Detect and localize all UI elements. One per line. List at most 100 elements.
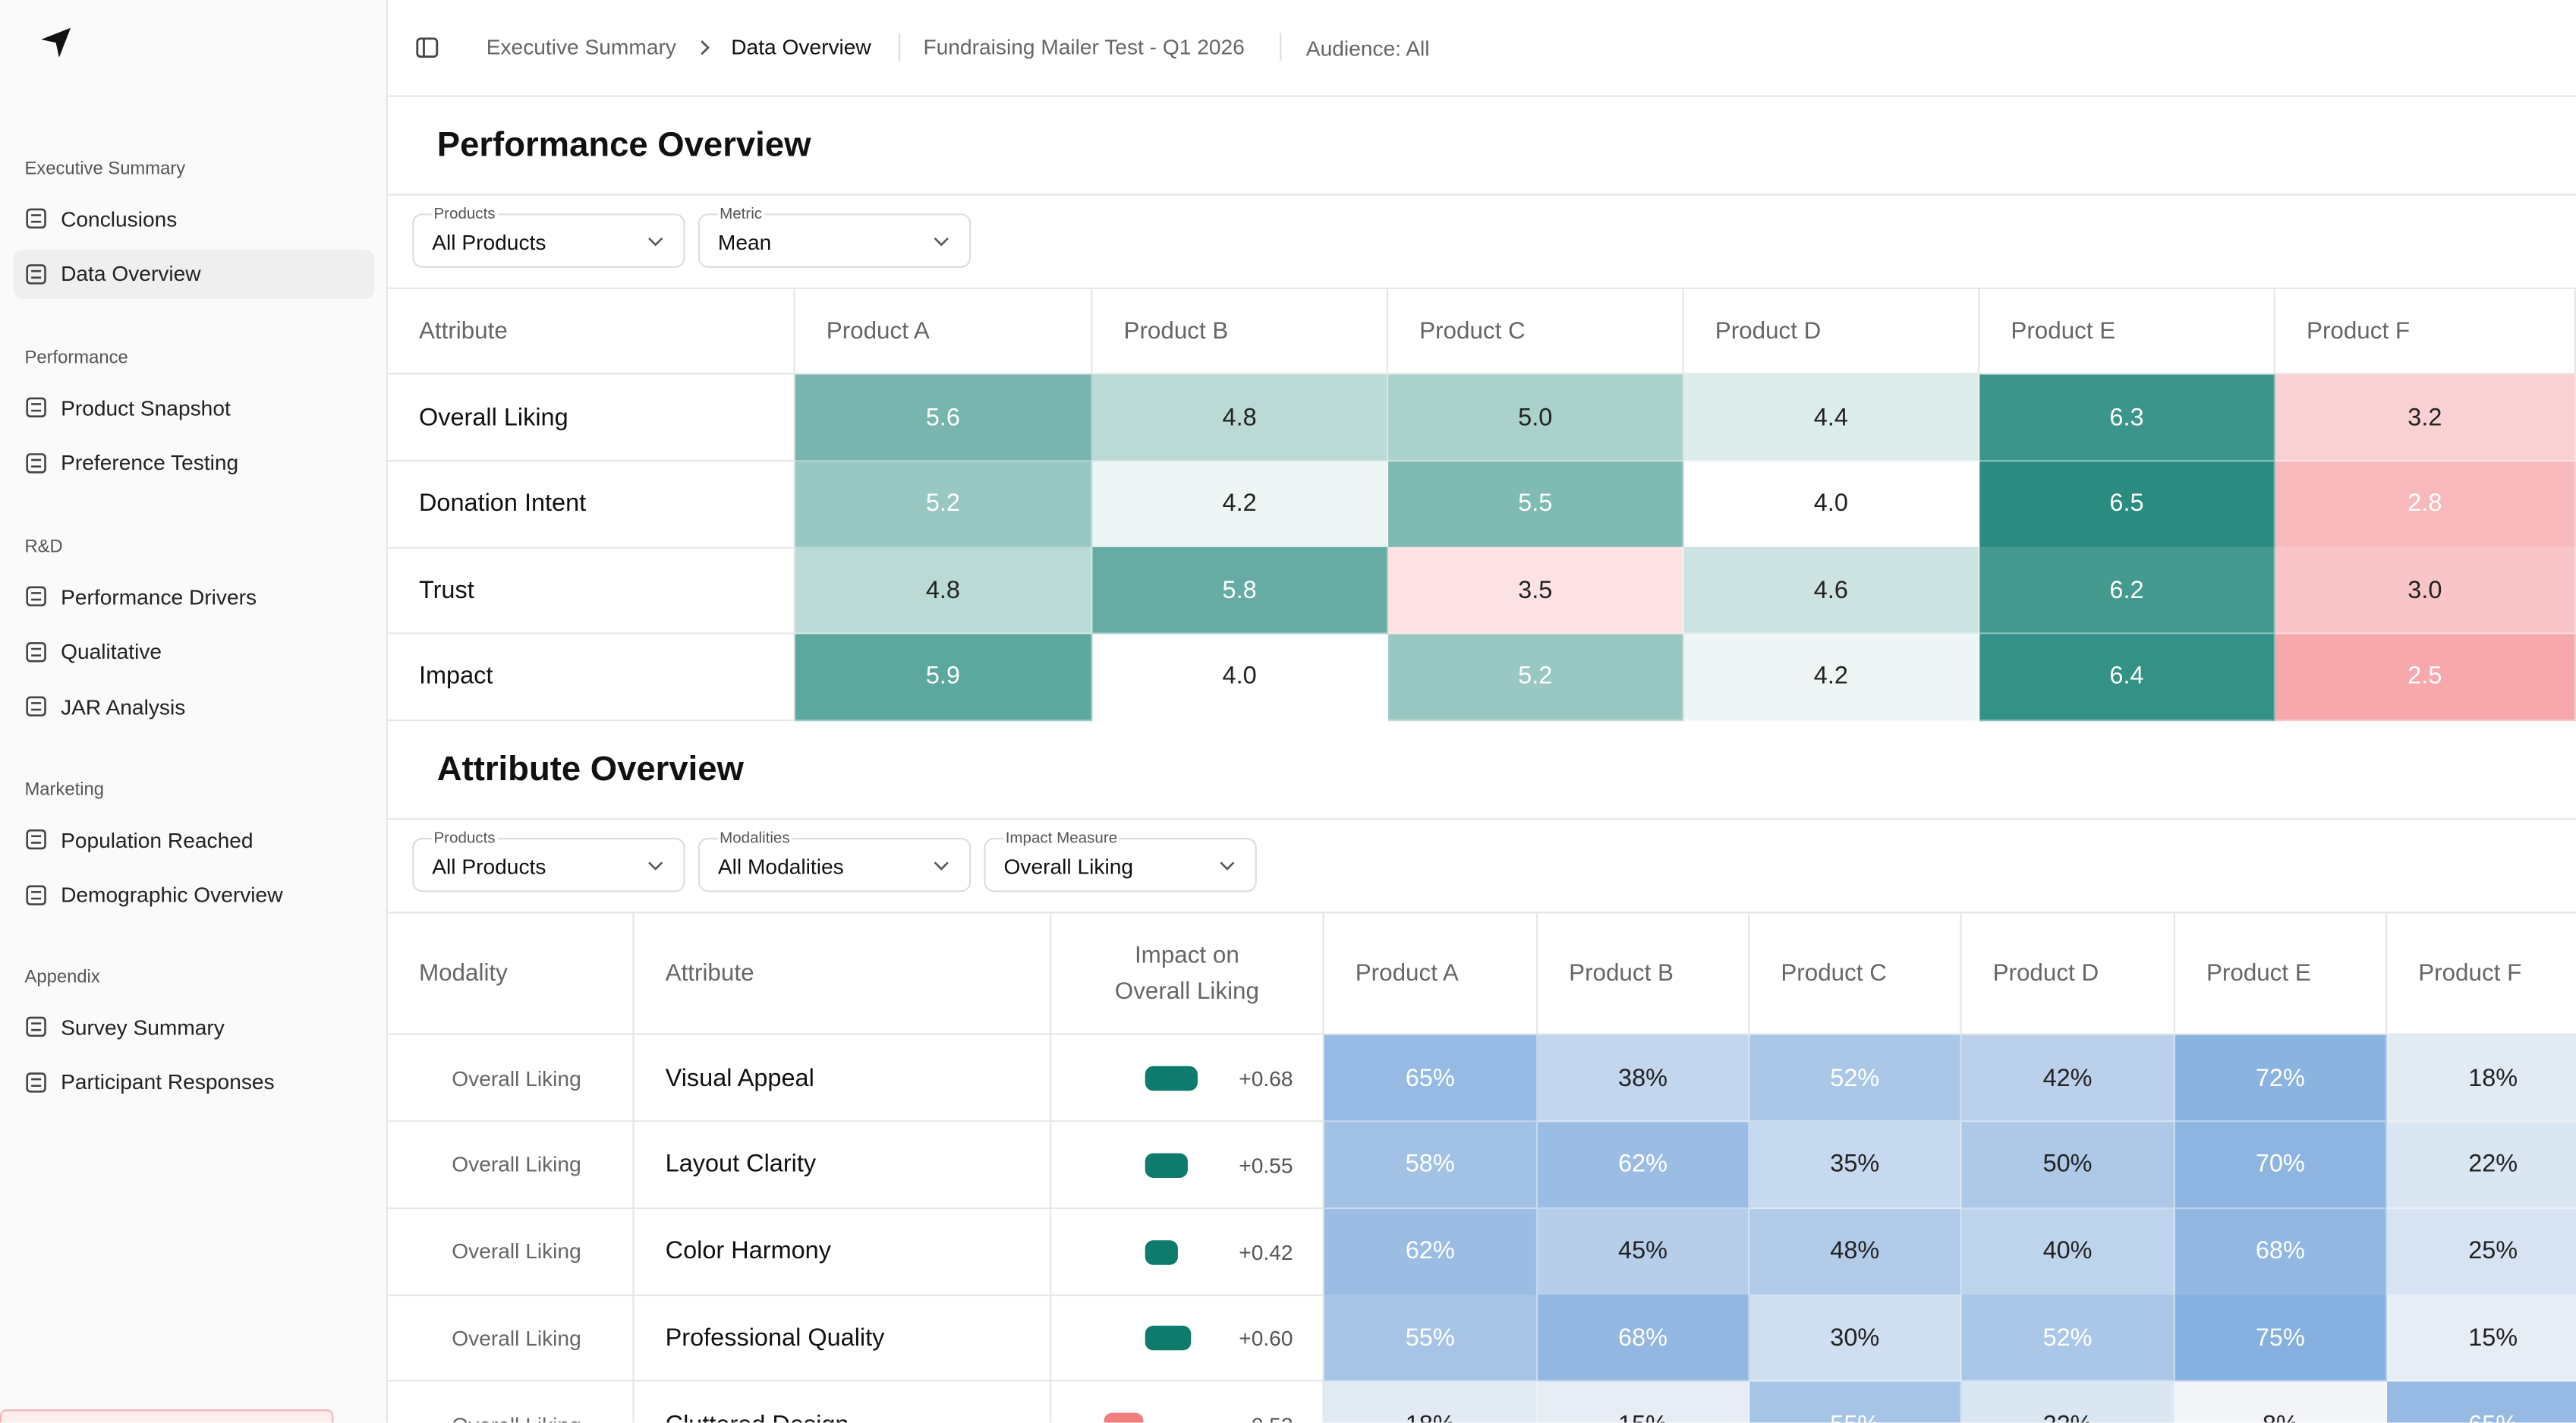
nav-item[interactable]: Demographic Overview bbox=[61, 882, 283, 907]
modality: Overall Liking bbox=[387, 1295, 635, 1382]
row-label: Impact bbox=[387, 633, 795, 721]
breadcrumb-link[interactable]: Executive Summary bbox=[486, 34, 676, 59]
section-label: Executive Summary bbox=[24, 159, 186, 179]
impact-value: +0.68 bbox=[1239, 1066, 1293, 1091]
heatmap-cell: 5.5 bbox=[1388, 461, 1684, 548]
nav-icon bbox=[26, 397, 46, 418]
impact-cell bbox=[1051, 1295, 1324, 1382]
nav-item[interactable]: Performance Drivers bbox=[61, 584, 257, 609]
heatmap-cell: 4.0 bbox=[1092, 633, 1389, 721]
impact-bar bbox=[1145, 1152, 1188, 1178]
project-name: Fundraising Mailer Test - Q1 2026 bbox=[923, 34, 1245, 59]
impact-cell bbox=[1051, 1208, 1324, 1295]
attribute-name: Layout Clarity bbox=[634, 1121, 1052, 1209]
column-header: Product E bbox=[2174, 913, 2388, 1035]
dropdown[interactable]: Products All Products bbox=[412, 830, 685, 893]
modality: Overall Liking bbox=[387, 1208, 635, 1295]
nav-item[interactable]: JAR Analysis bbox=[61, 694, 186, 719]
impact-value: -0.52 bbox=[1183, 1413, 1293, 1423]
heatmap-cell: 58% bbox=[1324, 1121, 1538, 1209]
dropdown[interactable]: Products All Products bbox=[412, 205, 685, 268]
heatmap-cell: 6.2 bbox=[1979, 546, 2275, 634]
row-label: Donation Intent bbox=[387, 461, 795, 548]
dropdown[interactable]: Modalities All Modalities bbox=[698, 830, 972, 893]
column-header: Product C bbox=[1749, 913, 1962, 1035]
nav-item[interactable]: Qualitative bbox=[61, 639, 162, 664]
impact-cell bbox=[1051, 1121, 1324, 1209]
audience[interactable]: Audience: All bbox=[1305, 36, 1430, 61]
column-header: Modality bbox=[387, 913, 635, 1035]
modality: Overall Liking bbox=[388, 1381, 635, 1423]
sidebar-toggle[interactable] bbox=[416, 36, 440, 61]
impact-bar bbox=[1104, 1412, 1145, 1423]
impact-value: +0.42 bbox=[1239, 1239, 1293, 1264]
dropdown[interactable]: Metric Mean bbox=[698, 205, 972, 268]
heatmap-cell: 4.8 bbox=[795, 546, 1093, 634]
heatmap-cell: 65% bbox=[2387, 1381, 2576, 1423]
attribute-name: Visual Appeal bbox=[634, 1034, 1052, 1122]
divider bbox=[387, 95, 2576, 97]
nav-icon bbox=[26, 208, 46, 229]
heatmap-cell: 55% bbox=[1749, 1381, 1962, 1423]
heatmap-cell: 4.2 bbox=[1683, 633, 1980, 721]
heatmap-cell: 2.8 bbox=[2275, 461, 2576, 548]
column-header: Product A bbox=[1324, 913, 1538, 1035]
nav-item[interactable]: Product Snapshot bbox=[61, 395, 231, 420]
impact-bar bbox=[1145, 1239, 1178, 1264]
logo bbox=[41, 27, 71, 58]
heatmap-cell: 8% bbox=[2174, 1381, 2388, 1423]
heatmap-cell: 68% bbox=[1538, 1295, 1750, 1382]
dropdown-chevron bbox=[648, 861, 663, 870]
nav-item[interactable]: Preference Testing bbox=[61, 450, 239, 475]
dropdown-chevron bbox=[648, 237, 663, 247]
dropdown[interactable]: Impact Measure Overall Liking bbox=[984, 830, 1257, 893]
heatmap-cell: 35% bbox=[1749, 1121, 1962, 1209]
impact-value: +0.60 bbox=[1239, 1326, 1293, 1351]
toast bbox=[0, 1409, 334, 1423]
heatmap-cell: 68% bbox=[2174, 1208, 2388, 1295]
column-header: Product D bbox=[1683, 288, 1980, 375]
divider bbox=[387, 194, 2576, 196]
heatmap-cell: 22% bbox=[1961, 1381, 2175, 1423]
nav-icon bbox=[26, 829, 46, 850]
heatmap-cell: 62% bbox=[1538, 1121, 1750, 1209]
modality: Overall Liking bbox=[387, 1034, 635, 1122]
heatmap-cell: 6.3 bbox=[1979, 374, 2275, 462]
heatmap-cell: 5.2 bbox=[1388, 633, 1684, 721]
heatmap-cell: 2.5 bbox=[2275, 633, 2576, 721]
heatmap-cell: 4.0 bbox=[1683, 461, 1980, 548]
heatmap-cell: 3.2 bbox=[2275, 374, 2576, 462]
heatmap-cell: 75% bbox=[2174, 1295, 2388, 1382]
heatmap-cell: 15% bbox=[2387, 1295, 2576, 1382]
heatmap-cell: 5.2 bbox=[795, 461, 1093, 548]
dropdown-value: All Products bbox=[432, 854, 546, 880]
table-border bbox=[387, 911, 2576, 914]
nav-item[interactable]: Conclusions bbox=[61, 206, 178, 231]
heatmap-cell: 65% bbox=[1324, 1034, 1538, 1122]
section-label: Marketing bbox=[24, 780, 105, 801]
nav-item[interactable]: Data Overview bbox=[13, 248, 375, 298]
heatmap-cell: 4.4 bbox=[1683, 374, 1980, 462]
heatmap-cell: 52% bbox=[1961, 1295, 2175, 1382]
modality: Overall Liking bbox=[387, 1121, 635, 1209]
attribute-name: Color Harmony bbox=[634, 1208, 1052, 1295]
section-label: Appendix bbox=[24, 967, 100, 987]
dropdown-value: Mean bbox=[717, 230, 772, 255]
section-title: Performance Overview bbox=[436, 126, 811, 165]
dropdown-label: Products bbox=[432, 205, 497, 224]
column-header: Impact on Overall Liking bbox=[1051, 913, 1324, 1035]
column-header: Attribute bbox=[387, 288, 795, 375]
nav-item[interactable]: Survey Summary bbox=[61, 1014, 225, 1040]
nav-item[interactable]: Participant Responses bbox=[61, 1069, 275, 1094]
column-header: Product B bbox=[1092, 288, 1389, 375]
impact-bar bbox=[1145, 1326, 1192, 1351]
column-header: Attribute bbox=[634, 913, 1052, 1035]
dropdown-chevron bbox=[934, 237, 949, 247]
impact-bar bbox=[1145, 1066, 1198, 1091]
heatmap-cell: 42% bbox=[1961, 1034, 2175, 1122]
attribute-name: Cluttered Design bbox=[635, 1381, 1052, 1423]
heatmap-cell: 72% bbox=[2174, 1034, 2388, 1122]
dropdown-value: Overall Liking bbox=[1003, 854, 1134, 880]
nav-item[interactable]: Population Reached bbox=[61, 826, 254, 852]
heatmap-cell: 55% bbox=[1324, 1295, 1538, 1382]
